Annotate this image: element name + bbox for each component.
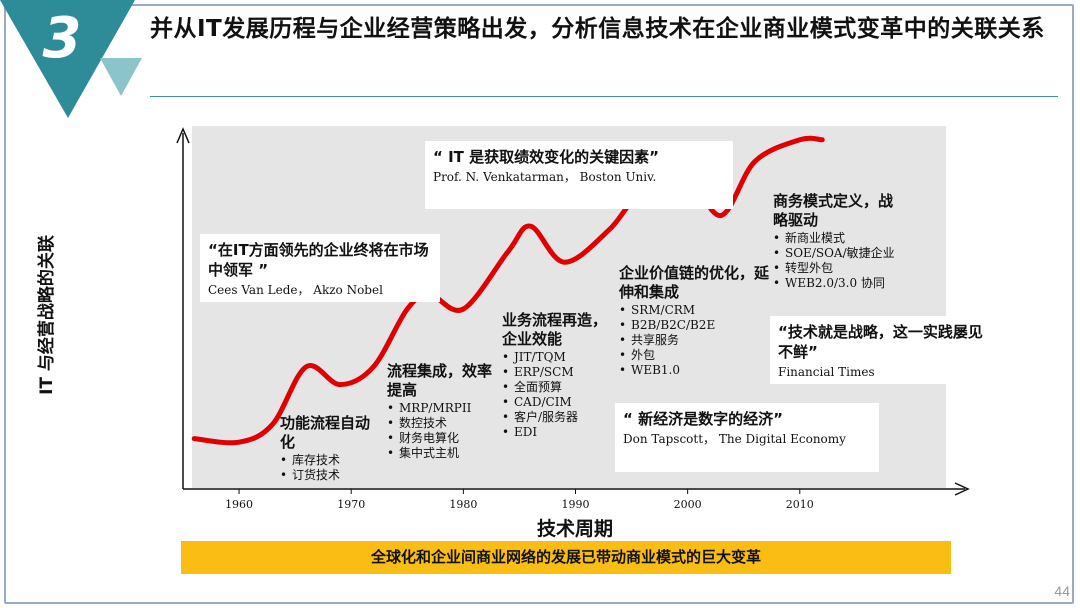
x-tick-label: 1970 <box>337 498 365 511</box>
stage-item: 客户/服务器 <box>502 410 609 425</box>
quote-box-akzo: “在IT方面领先的企业终将在市场中领军 ” Cees Van Lede， Akz… <box>200 234 440 302</box>
quote-text: “在IT方面领先的企业终将在市场中领军 ” <box>208 241 429 279</box>
stage-reengineering: 业务流程再造，企业效能 JIT/TQM ERP/SCM 全面预算 CAD/CIM… <box>502 311 609 440</box>
quote-source: Cees Van Lede， Akzo Nobel <box>208 283 383 297</box>
slide-frame <box>4 4 1074 604</box>
stage-items: 库存技术 订货技术 <box>280 453 380 483</box>
quote-box-tapscott: “ 新经济是数字的经济” Don Tapscott， The Digital E… <box>615 403 879 472</box>
stage-item: 库存技术 <box>280 453 380 468</box>
stage-item: SOE/SOA/敏捷企业 <box>773 246 895 261</box>
it-relevance-curve <box>191 135 825 446</box>
stage-title: 流程集成，效率提高 <box>387 362 493 399</box>
stage-item: SRM/CRM <box>619 303 769 318</box>
stage-item: WEB1.0 <box>619 363 769 378</box>
x-axis-label: 技术周期 <box>536 518 613 540</box>
quote-box-venkatarman: “ IT 是获取绩效变化的关键因素” Prof. N. Venkatarman，… <box>425 141 733 209</box>
stage-item: EDI <box>502 425 609 440</box>
badge-small-triangle <box>100 58 142 96</box>
stage-item: 共享服务 <box>619 333 769 348</box>
y-axis-label: IT 与经营战略的关联 <box>37 235 57 395</box>
stage-item: 外包 <box>619 348 769 363</box>
stage-items: MRP/MRPII 数控技术 财务电算化 集中式主机 <box>387 401 497 461</box>
title-divider <box>150 96 1058 97</box>
summary-banner: 全球化和企业间商业网络的发展已带动商业模式的巨大变革 <box>181 541 951 574</box>
stage-value-chain: 企业价值链的优化，延伸和集成 SRM/CRM B2B/B2C/B2E 共享服务 … <box>619 264 769 378</box>
x-tick-label: 2010 <box>786 498 814 511</box>
slide-title: 并从IT发展历程与企业经营策略出发，分析信息技术在企业商业模式变革中的关联关系 <box>150 16 1045 42</box>
stage-item: 集中式主机 <box>387 446 497 461</box>
stage-item: 数控技术 <box>387 416 497 431</box>
stage-title: 商务模式定义，战略驱动 <box>773 192 894 229</box>
stage-item: ERP/SCM <box>502 365 609 380</box>
badge-triangle <box>0 0 135 118</box>
quote-source: Financial Times <box>778 365 875 379</box>
section-badge <box>0 0 142 118</box>
stage-items: JIT/TQM ERP/SCM 全面预算 CAD/CIM 客户/服务器 EDI <box>502 350 609 440</box>
quote-text: “技术就是战略，这一实践屡见不鲜” <box>778 323 983 361</box>
quote-box-ft: “技术就是战略，这一实践屡见不鲜” Financial Times <box>770 316 996 384</box>
stage-item: 转型外包 <box>773 261 893 276</box>
x-tick-label: 1990 <box>562 498 590 511</box>
x-tick-label: 2000 <box>674 498 702 511</box>
quote-text: “ IT 是获取绩效变化的关键因素” <box>433 148 659 166</box>
stage-items: 新商业模式 SOE/SOA/敏捷企业 转型外包 WEB2.0/3.0 协同 <box>773 231 895 291</box>
stage-title: 业务流程再造，企业效能 <box>502 311 608 348</box>
stage-item: JIT/TQM <box>502 350 609 365</box>
section-number: 3 <box>42 6 82 71</box>
stage-automation: 功能流程自动化 库存技术 订货技术 <box>280 414 380 483</box>
stage-title: 功能流程自动化 <box>280 414 371 451</box>
stage-item: B2B/B2C/B2E <box>619 318 769 333</box>
stage-title: 企业价值链的优化，延伸和集成 <box>619 264 770 301</box>
stage-item: 新商业模式 <box>773 231 893 246</box>
stage-business-model: 商务模式定义，战略驱动 新商业模式 SOE/SOA/敏捷企业 转型外包 WEB2… <box>773 192 895 291</box>
y-axis-arrow <box>176 127 190 144</box>
x-tick-label: 1960 <box>225 498 253 511</box>
x-axis-arrow <box>954 482 970 496</box>
stage-integration: 流程集成，效率提高 MRP/MRPII 数控技术 财务电算化 集中式主机 <box>387 362 497 461</box>
stage-item: 订货技术 <box>280 468 380 483</box>
quote-source: Prof. N. Venkatarman， Boston Univ. <box>433 170 657 184</box>
stage-item: MRP/MRPII <box>387 401 497 416</box>
stage-items: SRM/CRM B2B/B2C/B2E 共享服务 外包 WEB1.0 <box>619 303 769 378</box>
stage-item: CAD/CIM <box>502 395 609 410</box>
quote-text: “ 新经济是数字的经济” <box>623 410 783 428</box>
stage-item: 全面预算 <box>502 380 609 395</box>
stage-item: 财务电算化 <box>387 431 497 446</box>
x-tick-label: 1980 <box>449 498 477 511</box>
page-number: 44 <box>1054 583 1070 599</box>
quote-source: Don Tapscott， The Digital Economy <box>623 432 846 446</box>
stage-item: WEB2.0/3.0 协同 <box>773 276 893 291</box>
